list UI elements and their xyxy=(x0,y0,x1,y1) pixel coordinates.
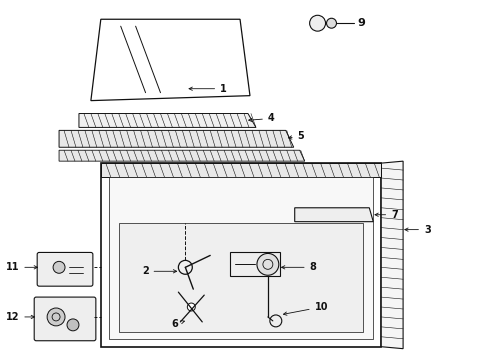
Polygon shape xyxy=(59,130,294,147)
Polygon shape xyxy=(381,161,403,349)
Polygon shape xyxy=(101,163,381,177)
Circle shape xyxy=(47,308,65,326)
Circle shape xyxy=(187,303,196,311)
Text: 1: 1 xyxy=(189,84,227,94)
Circle shape xyxy=(257,253,279,275)
Text: 8: 8 xyxy=(282,262,317,272)
Text: 6: 6 xyxy=(172,319,184,329)
Text: 2: 2 xyxy=(142,266,177,276)
Polygon shape xyxy=(109,177,373,339)
Text: 11: 11 xyxy=(6,262,37,272)
Text: 9: 9 xyxy=(357,18,365,28)
Polygon shape xyxy=(59,150,305,161)
FancyBboxPatch shape xyxy=(37,252,93,286)
Text: 3: 3 xyxy=(405,225,431,235)
Text: 7: 7 xyxy=(375,210,398,220)
Text: 12: 12 xyxy=(6,312,34,322)
FancyBboxPatch shape xyxy=(34,297,96,341)
Text: 4: 4 xyxy=(249,113,274,123)
Polygon shape xyxy=(79,113,256,127)
Circle shape xyxy=(310,15,325,31)
Circle shape xyxy=(67,319,79,331)
Polygon shape xyxy=(230,252,280,276)
Text: 5: 5 xyxy=(289,131,304,141)
Polygon shape xyxy=(119,223,363,332)
Text: 10: 10 xyxy=(283,302,328,315)
Circle shape xyxy=(53,261,65,273)
Circle shape xyxy=(326,18,337,28)
Polygon shape xyxy=(294,208,373,222)
